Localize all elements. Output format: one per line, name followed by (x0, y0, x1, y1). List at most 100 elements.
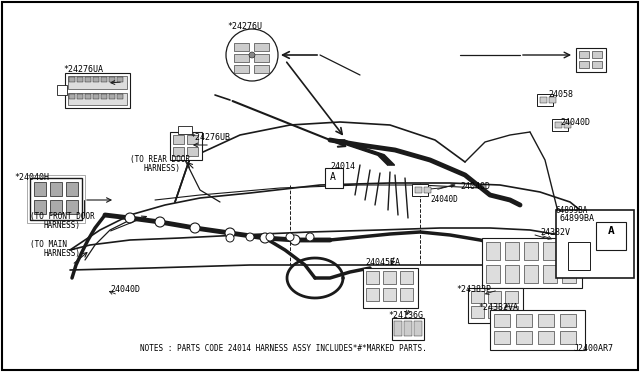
Bar (187, 135, 198, 144)
Bar (68, 93, 127, 105)
Bar (178, 126, 192, 134)
Bar (596, 222, 626, 250)
Text: 64899BA: 64899BA (556, 206, 588, 215)
Bar (556, 210, 634, 278)
Circle shape (225, 228, 235, 238)
Bar (50, 182, 62, 196)
Bar (412, 184, 428, 196)
Bar (254, 65, 269, 73)
Bar (562, 242, 576, 260)
Bar (562, 265, 576, 283)
Bar (468, 288, 523, 323)
Circle shape (155, 217, 165, 227)
Bar (187, 147, 198, 156)
Circle shape (286, 233, 294, 241)
Bar (109, 94, 115, 99)
Circle shape (306, 233, 314, 241)
Bar (505, 306, 518, 318)
Text: (TO MAIN: (TO MAIN (30, 240, 67, 249)
Bar (560, 314, 576, 327)
Bar (234, 65, 249, 73)
Bar (524, 242, 538, 260)
Circle shape (249, 52, 255, 58)
Text: 24040D: 24040D (560, 118, 590, 127)
Bar (579, 51, 589, 58)
Bar (516, 314, 532, 327)
Text: HARNESS): HARNESS) (43, 221, 80, 230)
Bar (66, 182, 78, 196)
Bar (524, 265, 538, 283)
Bar (555, 122, 562, 128)
Bar (117, 77, 123, 82)
Bar (538, 331, 554, 344)
Bar (471, 291, 484, 303)
Bar (93, 77, 99, 82)
Bar (57, 85, 67, 95)
Bar (592, 51, 602, 58)
Text: *24040H: *24040H (14, 173, 49, 182)
Bar (471, 306, 484, 318)
Circle shape (125, 213, 135, 223)
Text: A: A (330, 172, 336, 182)
Bar (101, 94, 107, 99)
Text: *24276UA: *24276UA (63, 65, 103, 74)
Bar (400, 288, 413, 301)
Text: *24276UB: *24276UB (190, 133, 230, 142)
Bar (50, 200, 62, 214)
Text: HARNESS): HARNESS) (143, 164, 180, 173)
Bar (543, 265, 557, 283)
Bar (543, 242, 557, 260)
Bar (363, 268, 418, 308)
Bar (576, 48, 606, 72)
Text: *24136G: *24136G (388, 311, 423, 320)
Bar (77, 94, 83, 99)
Bar (482, 238, 582, 288)
Bar (414, 321, 422, 336)
Circle shape (226, 29, 278, 81)
Text: 24382V: 24382V (540, 228, 570, 237)
Bar (117, 94, 123, 99)
Bar (170, 132, 202, 160)
Bar (516, 331, 532, 344)
Text: *24276U: *24276U (227, 22, 262, 31)
Bar (30, 178, 82, 220)
Bar (415, 187, 422, 193)
Bar (579, 61, 589, 68)
Bar (68, 76, 127, 89)
Circle shape (190, 223, 200, 233)
Bar (254, 54, 269, 62)
Text: 24040D: 24040D (460, 182, 490, 191)
Bar (34, 182, 46, 196)
Bar (538, 314, 554, 327)
Circle shape (260, 233, 270, 243)
Bar (486, 265, 500, 283)
Bar (552, 119, 568, 131)
Bar (366, 271, 379, 284)
Bar (366, 288, 379, 301)
Bar (234, 43, 249, 51)
Bar (592, 61, 602, 68)
Bar (490, 310, 585, 350)
Bar (505, 291, 518, 303)
Bar (173, 135, 184, 144)
Bar (560, 331, 576, 344)
Circle shape (290, 235, 300, 245)
Text: 24040D: 24040D (430, 195, 458, 204)
Bar (568, 242, 590, 270)
Circle shape (266, 233, 274, 241)
Text: HARNESS): HARNESS) (43, 249, 80, 258)
Text: 24014: 24014 (330, 162, 355, 171)
Circle shape (246, 233, 254, 241)
Text: 24045EA: 24045EA (365, 258, 400, 267)
Text: 24058: 24058 (548, 90, 573, 99)
Bar (564, 122, 571, 128)
Bar (69, 77, 75, 82)
Bar (404, 321, 412, 336)
Text: *24383P: *24383P (456, 285, 491, 294)
Bar (394, 321, 402, 336)
Bar (488, 291, 501, 303)
Bar (65, 73, 130, 108)
Bar (383, 271, 396, 284)
Bar (69, 94, 75, 99)
Bar (85, 94, 91, 99)
